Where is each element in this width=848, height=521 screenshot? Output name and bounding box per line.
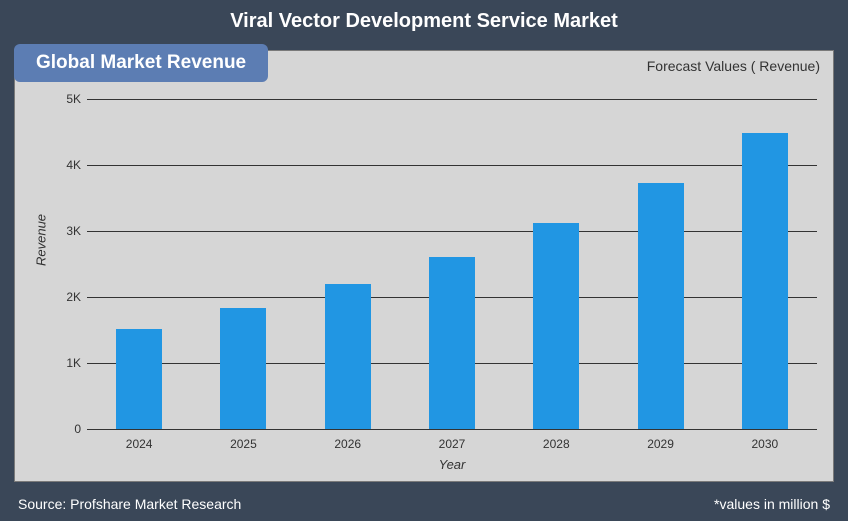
grid-line xyxy=(87,231,817,232)
y-axis-label: Revenue xyxy=(34,214,49,266)
forecast-label: Forecast Values ( Revenue) xyxy=(647,58,820,74)
x-tick-label: 2026 xyxy=(334,437,361,451)
footer-bar: Source: Profshare Market Research *value… xyxy=(0,487,848,521)
x-tick-label: 2027 xyxy=(439,437,466,451)
y-tick-label: 2K xyxy=(51,290,81,304)
market-badge: Global Market Revenue xyxy=(14,44,268,82)
bar xyxy=(325,284,371,429)
bar xyxy=(116,329,162,429)
x-tick-label: 2030 xyxy=(751,437,778,451)
y-tick-label: 0 xyxy=(51,422,81,436)
y-tick-label: 4K xyxy=(51,158,81,172)
footer-source: Source: Profshare Market Research xyxy=(18,496,241,512)
y-tick-label: 5K xyxy=(51,92,81,106)
x-axis-label: Year xyxy=(439,457,466,472)
x-tick-label: 2028 xyxy=(543,437,570,451)
bar xyxy=(638,183,684,429)
x-tick-label: 2024 xyxy=(126,437,153,451)
footer-units: *values in million $ xyxy=(714,496,830,512)
plot-area: 01K2K3K4K5K xyxy=(87,99,817,429)
bar xyxy=(429,257,475,429)
bar xyxy=(742,133,788,429)
x-tick-label: 2029 xyxy=(647,437,674,451)
grid-line xyxy=(87,99,817,100)
chart-panel: Revenue Revenue 01K2K3K4K5K Year 2024202… xyxy=(14,50,834,482)
x-tick-label: 2025 xyxy=(230,437,257,451)
bar xyxy=(533,223,579,429)
y-tick-label: 3K xyxy=(51,224,81,238)
y-tick-label: 1K xyxy=(51,356,81,370)
x-axis: Year 2024 2025 2026 2027 2028 2029 2030 xyxy=(87,429,817,469)
bar xyxy=(220,308,266,429)
chart-title: Viral Vector Development Service Market xyxy=(0,0,848,39)
grid-line xyxy=(87,165,817,166)
